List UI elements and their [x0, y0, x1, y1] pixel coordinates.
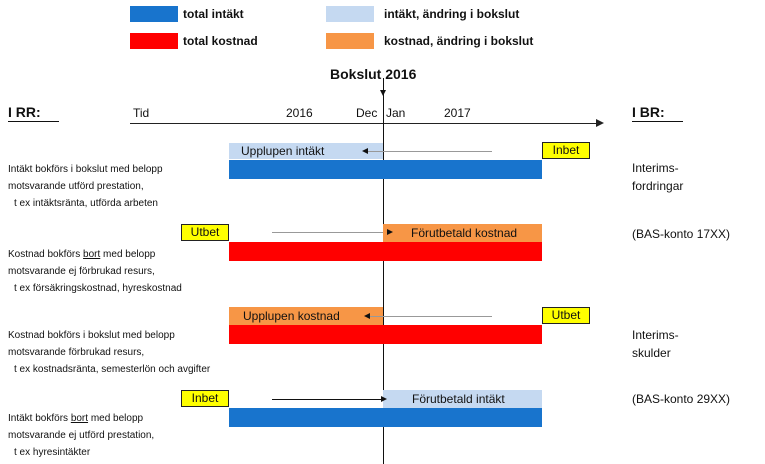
- desc-row3-line3: t ex kostnadsränta, semesterlön och avgi…: [14, 364, 211, 375]
- desc-row4-line1-underline: bort: [70, 413, 89, 424]
- legend-swatch-kostnad-andring: [326, 33, 374, 49]
- right-text-row2-line1: (BAS-konto 17XX): [632, 227, 731, 241]
- arrowhead-right-icon: [381, 396, 387, 402]
- legend-swatch-total-intakt: [130, 6, 178, 22]
- bar-upplupen-intakt-change: [229, 143, 383, 159]
- tag-utbet-row3: Utbet: [542, 307, 590, 324]
- diagram-title: Bokslut 2016: [330, 66, 417, 82]
- arrow-upplupen-intakt: [368, 151, 492, 152]
- bar-forutbetald-intakt-change: [383, 390, 542, 408]
- right-text-row4-line1: (BAS-konto 29XX): [632, 392, 731, 406]
- right-text-row1-line1: Interims-: [632, 161, 679, 175]
- tag-inbet-row4: Inbet: [181, 390, 229, 407]
- desc-row4-line2: motsvarande ej utförd prestation,: [8, 430, 155, 441]
- timeline-label-dec: Dec: [356, 106, 378, 120]
- legend-swatch-intakt-andring: [326, 6, 374, 22]
- label-upplupen-intakt: Upplupen intäkt: [241, 144, 325, 158]
- desc-row1-line3: t ex intäktsränta, utförda arbeten: [14, 198, 158, 209]
- divider-arrow-icon: [380, 90, 386, 96]
- desc-row4-line1: Intäkt bokförs bort med belopp: [8, 410, 154, 427]
- desc-row1-line1: Intäkt bokförs i bokslut med belopp: [8, 164, 163, 175]
- legend-label-intakt-andring: intäkt, ändring i bokslut: [384, 7, 520, 21]
- desc-row2-line3: t ex försäkringskostnad, hyreskostnad: [14, 283, 182, 294]
- right-text-row4: (BAS-konto 29XX): [632, 390, 730, 408]
- timeline-label-tid: Tid: [133, 106, 150, 120]
- right-text-row3-line1: Interims-: [632, 328, 679, 342]
- timeline-label-jan: Jan: [386, 106, 406, 120]
- timeline-label-2017: 2017: [444, 106, 471, 120]
- arrowhead-right-icon: [387, 229, 393, 235]
- desc-row1-line2: motsvarande utförd prestation,: [8, 181, 144, 192]
- arrowhead-left-icon: [364, 313, 370, 319]
- tag-inbet-row1: Inbet: [542, 142, 590, 159]
- left-header-rr: I RR:: [8, 104, 59, 122]
- desc-row2-line1-underline: bort: [83, 249, 101, 260]
- bar-upplupen-kostnad-change: [229, 307, 383, 325]
- desc-row3-line1: Kostnad bokförs i bokslut med belopp: [8, 330, 175, 341]
- desc-row4-line1-post: med belopp: [88, 413, 144, 424]
- desc-row4-line3: t ex hyresintäkter: [14, 447, 91, 458]
- timeline-label-2016: 2016: [286, 106, 313, 120]
- label-upplupen-kostnad: Upplupen kostnad: [243, 309, 340, 323]
- bar-total-kostnad-row3: [229, 325, 542, 344]
- desc-row2: Kostnad bokförs bort med belopp motsvara…: [8, 246, 182, 297]
- desc-row1: Intäkt bokförs i bokslut med belopp mots…: [8, 161, 163, 212]
- right-text-row3: Interims- skulder: [632, 326, 679, 362]
- label-forutbetald-intakt: Förutbetald intäkt: [412, 392, 505, 406]
- arrow-upplupen-kostnad: [370, 316, 492, 317]
- right-text-row3-line2: skulder: [632, 346, 671, 360]
- legend-label-kostnad-andring: kostnad, ändring i bokslut: [384, 34, 534, 48]
- right-text-row2: (BAS-konto 17XX): [632, 225, 730, 243]
- legend-label-total-kostnad: total kostnad: [183, 34, 258, 48]
- year-end-divider: [383, 78, 384, 464]
- right-text-row1: Interims- fordringar: [632, 159, 683, 195]
- right-text-row1-line2: fordringar: [632, 179, 684, 193]
- desc-row2-line1-pre: Kostnad bokförs: [8, 249, 84, 260]
- desc-row2-line1: Kostnad bokförs bort med belopp: [8, 246, 182, 263]
- bar-total-intakt-row1: [229, 160, 542, 179]
- bar-total-intakt-row4: [229, 408, 542, 427]
- arrowhead-left-icon: [362, 148, 368, 154]
- right-header-br: I BR:: [632, 104, 683, 122]
- desc-row4: Intäkt bokförs bort med belopp motsvaran…: [8, 410, 154, 461]
- desc-row3-line2: motsvarande förbrukad resurs,: [8, 347, 145, 358]
- bar-forutbetald-kostnad-change: [383, 224, 542, 242]
- desc-row3: Kostnad bokförs i bokslut med belopp mot…: [8, 327, 210, 378]
- tag-utbet-row2: Utbet: [181, 224, 229, 241]
- label-forutbetald-kostnad: Förutbetald kostnad: [411, 226, 518, 240]
- timeline-axis: [130, 123, 596, 124]
- arrow-forutbetald-kostnad: [272, 232, 383, 233]
- timeline-arrow-icon: [596, 119, 604, 127]
- desc-row2-line1-post: med belopp: [100, 249, 156, 260]
- arrow-forutbetald-intakt: [272, 399, 383, 400]
- legend-swatch-total-kostnad: [130, 33, 178, 49]
- desc-row4-line1-pre: Intäkt bokförs: [8, 413, 71, 424]
- legend-label-total-intakt: total intäkt: [183, 7, 244, 21]
- desc-row2-line2: motsvarande ej förbrukad resurs,: [8, 266, 155, 277]
- bar-total-kostnad-row2: [229, 242, 542, 261]
